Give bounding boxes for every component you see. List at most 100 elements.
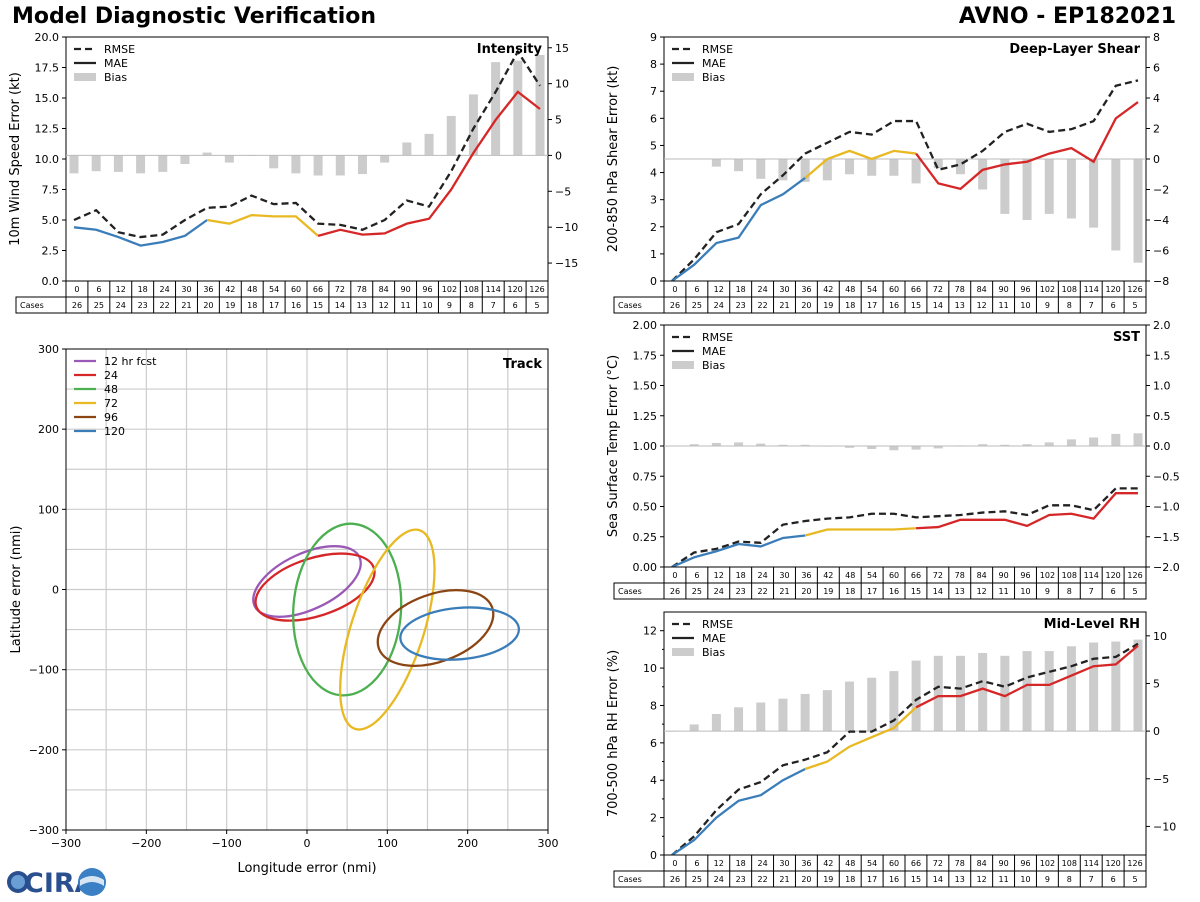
intensity-cases-cell: 12	[379, 301, 389, 310]
sst-y2tick-label: −2.0	[1153, 561, 1180, 574]
track-legend-120: 120	[104, 425, 125, 438]
rh-cases-label: Cases	[618, 875, 642, 884]
rh-cases-row	[613, 870, 1147, 888]
shear-hour-cell: 72	[933, 285, 943, 294]
sst-hour-cell: 30	[779, 571, 789, 580]
intensity-cases-cell: 18	[247, 301, 257, 310]
shear-bias-bar	[1022, 159, 1032, 220]
intensity-bias-bar	[69, 155, 79, 174]
intensity-hour-cell: 90	[400, 285, 410, 294]
sst-ytick-label: 1.00	[633, 440, 658, 453]
shear-cases-cell: 15	[911, 301, 921, 310]
shear-y2tick-label: −6	[1153, 245, 1169, 258]
sst-cases-cell: 23	[736, 587, 746, 596]
rh-cases-cell: 19	[823, 875, 833, 884]
intensity-y2tick-label: 0	[555, 149, 562, 162]
shear-cases-cell: 17	[867, 301, 877, 310]
shear-y2tick-label: −2	[1153, 184, 1169, 197]
shear-bias-bar	[911, 159, 921, 184]
track-ytick-label: −100	[29, 664, 59, 677]
shear-y2tick-label: 4	[1153, 92, 1160, 105]
shear-cases-cell: 9	[1045, 301, 1050, 310]
intensity-hour-cell: 0	[74, 285, 79, 294]
sst-cases-cell: 22	[757, 587, 767, 596]
rh-hour-cell: 54	[867, 859, 877, 868]
shear-cases-cell: 22	[757, 301, 767, 310]
shear-hour-cell: 120	[1105, 285, 1120, 294]
shear-hour-cell: 6	[694, 285, 699, 294]
rh-cases-cell: 26	[670, 875, 680, 884]
intensity-mae-line	[206, 213, 319, 237]
shear-cases-cell: 16	[889, 301, 899, 310]
shear-y2tick-label: 2	[1153, 123, 1160, 136]
intensity-bias-bar	[202, 152, 212, 156]
rh-y2tick-label: 5	[1153, 677, 1160, 690]
shear-hour-cell: 30	[779, 285, 789, 294]
rh-cases-cell: 5	[1132, 875, 1137, 884]
rh-y2tick-label: −10	[1153, 820, 1176, 833]
sst-hour-cell: 120	[1105, 571, 1120, 580]
rh-hour-cell: 96	[1020, 859, 1030, 868]
sst-ytick-label: 1.25	[633, 410, 658, 423]
rh-hour-cell: 66	[911, 859, 921, 868]
shear-bias-bar	[1066, 159, 1076, 219]
rh-hour-cell: 72	[933, 859, 943, 868]
track-title: Track	[503, 357, 542, 372]
rh-hour-cell: 12	[714, 859, 724, 868]
rh-cases-cell: 20	[801, 875, 811, 884]
shear-y2tick-label: −4	[1153, 214, 1169, 227]
intensity-legend-bias: Bias	[104, 71, 127, 84]
intensity-cases-cell: 11	[400, 301, 410, 310]
intensity-bias-bar	[380, 155, 390, 163]
sst-legend-bias-swatch	[672, 361, 694, 369]
sst-cases-label: Cases	[618, 587, 642, 596]
track-xtick-label: 300	[538, 837, 559, 850]
shear-hour-cell: 0	[672, 285, 677, 294]
shear-cases-cell: 26	[670, 301, 680, 310]
intensity-legend-bias-swatch	[74, 73, 96, 81]
shear-cases-cell: 8	[1067, 301, 1072, 310]
intensity-bias-bar	[113, 155, 123, 172]
intensity-cases-cell: 5	[534, 301, 539, 310]
rh-bias-bar	[756, 702, 766, 732]
intensity-ytick-label: 17.5	[35, 62, 60, 75]
rh-bias-bar	[1089, 642, 1099, 732]
rh-ylabel: 700-500 hPa RH Error (%)	[606, 650, 621, 817]
sst-hour-cell: 102	[1040, 571, 1055, 580]
intensity-y2tick-label: −5	[555, 185, 571, 198]
intensity-hour-cell: 114	[486, 285, 501, 294]
rh-bias-bar	[1066, 646, 1076, 732]
rh-bias-bar	[778, 698, 788, 732]
intensity-ytick-label: 2.5	[42, 245, 60, 258]
sst-hour-cell: 36	[801, 571, 811, 580]
rh-rmse-line	[671, 642, 1139, 856]
shear-legend-bias: Bias	[702, 71, 725, 84]
shear-cases-cell: 14	[933, 301, 943, 310]
shear-bias-bar	[933, 159, 943, 169]
sst-bias-bar	[800, 444, 810, 446]
shear-y2tick-label: 8	[1153, 31, 1160, 44]
rh-bias-bar	[978, 652, 988, 732]
sst-cases-cell: 16	[889, 587, 899, 596]
sst-y2tick-label: 1.5	[1153, 349, 1171, 362]
sst-hour-cell: 48	[845, 571, 855, 580]
intensity-cases-cell: 23	[138, 301, 148, 310]
intensity-cases-cell: 24	[116, 301, 126, 310]
intensity-cases-cell: 26	[72, 301, 82, 310]
track-ellipse-120	[399, 606, 521, 661]
sst-hour-cell: 114	[1084, 571, 1099, 580]
intensity-cases-cell: 17	[269, 301, 279, 310]
sst-cases-cell: 24	[714, 587, 724, 596]
intensity-hour-cell: 66	[313, 285, 323, 294]
sst-y2tick-label: −1.0	[1153, 501, 1180, 514]
track-xtick-label: −300	[51, 837, 81, 850]
shear-cases-cell: 5	[1132, 301, 1137, 310]
rh-ytick-label: 10	[643, 662, 657, 675]
sst-bias-bar	[1133, 433, 1143, 446]
rh-bias-bar	[711, 713, 721, 732]
sst-ytick-label: 1.75	[633, 349, 658, 362]
rh-ytick-label: 4	[650, 774, 657, 787]
intensity-bias-bar	[224, 155, 234, 163]
rh-ytick-label: 0	[650, 849, 657, 862]
intensity-hour-cell: 60	[291, 285, 301, 294]
